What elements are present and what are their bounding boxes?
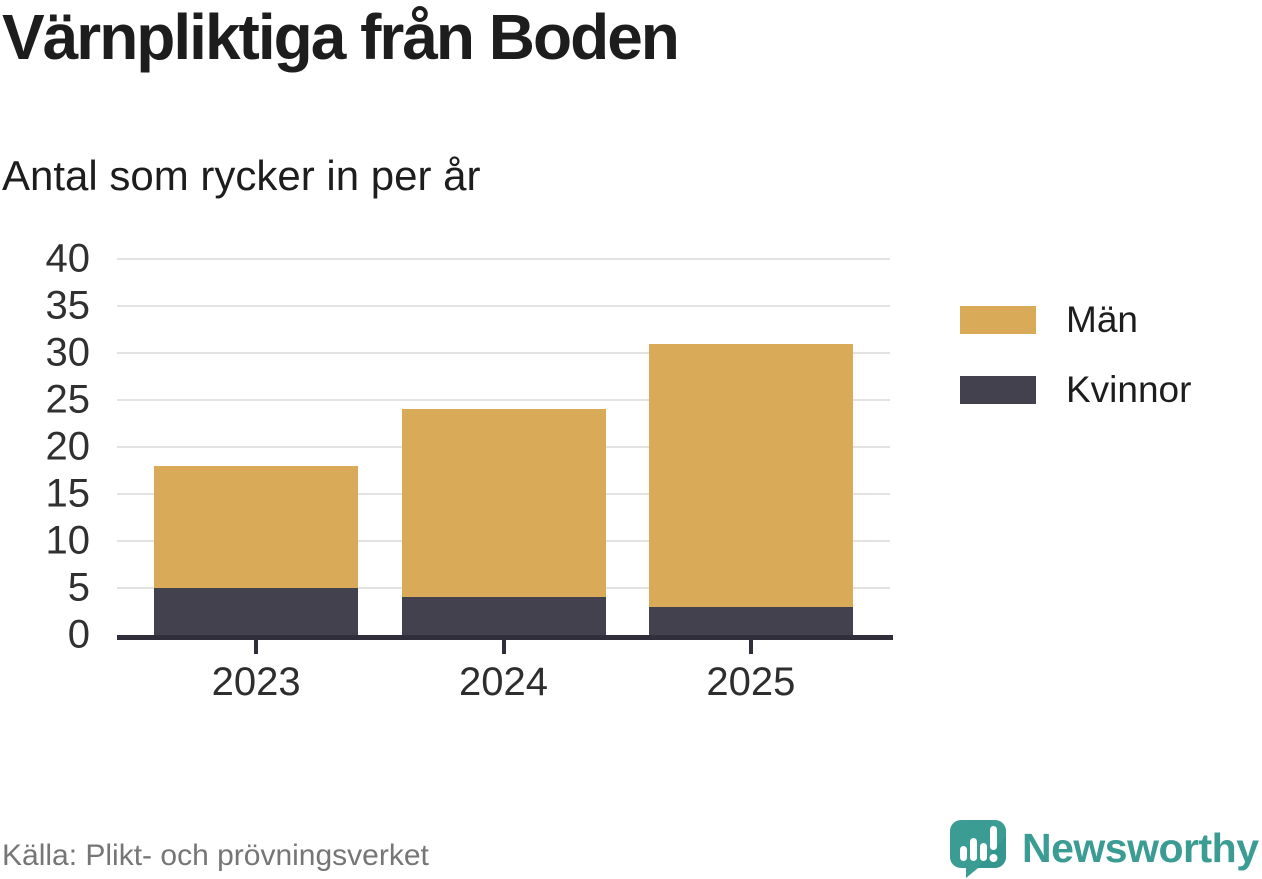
- x-tick-label-2023: 2023: [211, 660, 301, 704]
- gridline-30: [117, 352, 890, 354]
- chart-title: Värnpliktiga från Boden: [2, 1, 680, 73]
- x-tick-mark-2025: [748, 640, 753, 654]
- bar-segment-kvinnor-2023: [154, 588, 359, 635]
- chart-subtitle: Antal som rycker in per år: [2, 152, 481, 199]
- newsworthy-chart-bubble-icon: [950, 820, 1006, 878]
- x-tick-label-2025: 2025: [706, 660, 796, 704]
- gridline-25: [117, 399, 890, 401]
- legend-item-män: Män: [960, 299, 1191, 341]
- legend-label-män: Män: [1066, 299, 1138, 340]
- gridline-40: [117, 258, 890, 260]
- y-tick-label-20: 20: [45, 424, 91, 469]
- y-tick-label-40: 40: [45, 236, 91, 281]
- brand-name: Newsworthy: [1022, 824, 1259, 871]
- bar-segment-kvinnor-2024: [401, 597, 606, 635]
- newsworthy-brand: Newsworthy: [948, 818, 1259, 878]
- x-axis-line: [117, 635, 893, 640]
- legend-label-kvinnor: Kvinnor: [1066, 369, 1192, 410]
- y-tick-label-10: 10: [45, 518, 91, 563]
- y-tick-label-25: 25: [45, 377, 91, 422]
- y-tick-label-30: 30: [45, 330, 91, 375]
- bar-segment-man-2024: [401, 409, 606, 598]
- y-tick-label-5: 5: [67, 565, 90, 610]
- legend: Män Kvinnor: [960, 299, 1191, 439]
- x-tick-mark-2023: [254, 640, 259, 654]
- x-tick-label-2024: 2024: [459, 660, 548, 704]
- y-tick-label-15: 15: [45, 471, 91, 516]
- y-tick-label-35: 35: [45, 283, 91, 328]
- bar-segment-kvinnor-2025: [648, 606, 853, 635]
- legend-item-kvinnor: Kvinnor: [960, 369, 1191, 411]
- bar-segment-man-2025: [648, 343, 853, 607]
- x-tick-mark-2024: [501, 640, 506, 654]
- bar-segment-man-2023: [154, 465, 359, 588]
- legend-swatch-män: [960, 306, 1036, 334]
- gridline-35: [117, 305, 890, 307]
- y-tick-label-0: 0: [67, 612, 90, 657]
- source-note: Källa: Plikt- och prövningsverket: [2, 839, 429, 872]
- legend-swatch-kvinnor: [960, 376, 1036, 404]
